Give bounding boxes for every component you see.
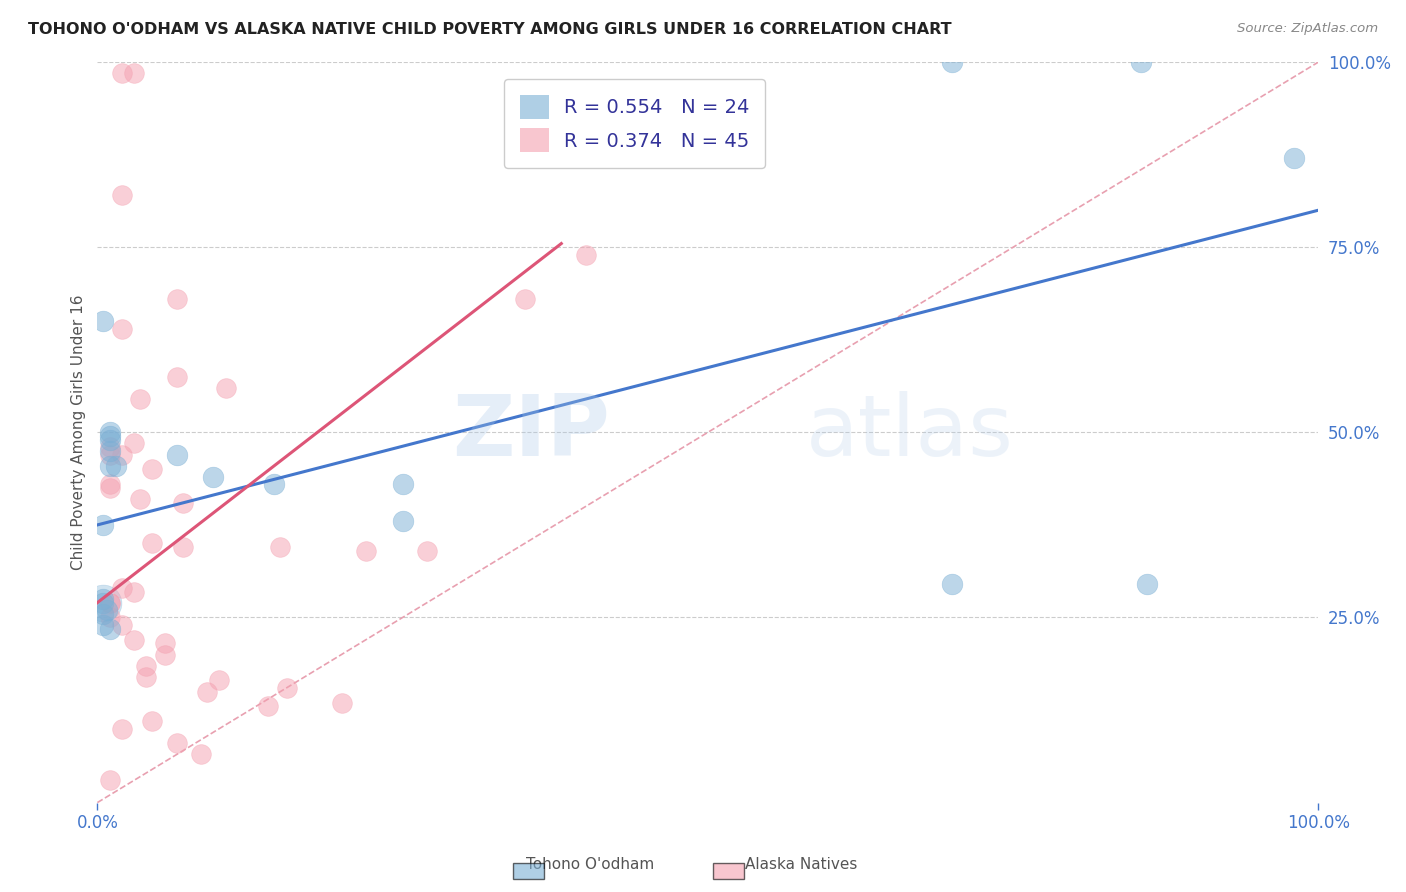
Point <box>330 696 353 710</box>
Point <box>1130 55 1153 70</box>
Point <box>93 596 115 610</box>
Point <box>98 596 121 610</box>
Point <box>122 584 145 599</box>
Point <box>93 314 115 328</box>
Point <box>208 673 231 688</box>
Point <box>111 66 134 80</box>
Point <box>104 458 127 473</box>
Point <box>391 514 413 528</box>
Point <box>135 658 157 673</box>
Point <box>122 632 145 647</box>
Point <box>276 681 298 695</box>
Point <box>93 618 115 632</box>
Point <box>111 722 134 736</box>
Text: atlas: atlas <box>806 391 1014 474</box>
Point <box>93 517 115 532</box>
Legend: R = 0.554   N = 24, R = 0.374   N = 45: R = 0.554 N = 24, R = 0.374 N = 45 <box>503 79 765 168</box>
Point <box>172 540 194 554</box>
Point <box>98 596 121 610</box>
Point <box>93 607 115 621</box>
Point <box>1136 577 1159 591</box>
Point <box>575 247 598 261</box>
Point <box>190 747 212 762</box>
Point <box>172 496 194 510</box>
Point <box>263 477 285 491</box>
Point <box>257 699 280 714</box>
Point <box>202 470 225 484</box>
Point <box>129 392 152 406</box>
Point <box>214 381 236 395</box>
Point <box>98 622 121 636</box>
Point <box>129 491 152 506</box>
Point <box>98 433 121 447</box>
Point <box>111 448 134 462</box>
Point <box>98 773 121 788</box>
Point <box>195 684 218 698</box>
Point <box>166 369 188 384</box>
Point <box>93 591 115 606</box>
Text: Tohono O'odham: Tohono O'odham <box>526 857 655 872</box>
Point <box>111 581 134 595</box>
Point <box>153 636 176 650</box>
Point <box>111 188 134 202</box>
Point <box>122 66 145 80</box>
Point <box>98 425 121 440</box>
Point <box>391 477 413 491</box>
Point <box>141 714 163 728</box>
Point <box>354 544 377 558</box>
Point <box>141 462 163 476</box>
Point <box>166 736 188 750</box>
Point <box>98 440 121 454</box>
Point <box>98 481 121 495</box>
Point <box>98 477 121 491</box>
Point <box>153 648 176 662</box>
Point <box>166 292 188 306</box>
Point <box>122 436 145 450</box>
Point <box>941 577 963 591</box>
Point <box>941 55 963 70</box>
Point <box>96 603 118 617</box>
Text: Alaska Natives: Alaska Natives <box>745 857 858 872</box>
Point <box>93 596 115 610</box>
Text: ZIP: ZIP <box>453 391 610 474</box>
Point <box>1282 152 1305 166</box>
Point <box>98 610 121 624</box>
Point <box>98 429 121 443</box>
Point <box>269 540 291 554</box>
Text: TOHONO O'ODHAM VS ALASKA NATIVE CHILD POVERTY AMONG GIRLS UNDER 16 CORRELATION C: TOHONO O'ODHAM VS ALASKA NATIVE CHILD PO… <box>28 22 952 37</box>
Point <box>135 670 157 684</box>
Point <box>513 292 536 306</box>
Point <box>111 618 134 632</box>
Point <box>416 544 439 558</box>
Text: Source: ZipAtlas.com: Source: ZipAtlas.com <box>1237 22 1378 36</box>
Point <box>98 448 121 462</box>
Point <box>98 443 121 458</box>
Point <box>98 458 121 473</box>
Y-axis label: Child Poverty Among Girls Under 16: Child Poverty Among Girls Under 16 <box>72 294 86 570</box>
Point <box>111 322 134 336</box>
Point <box>166 448 188 462</box>
Point <box>141 536 163 550</box>
